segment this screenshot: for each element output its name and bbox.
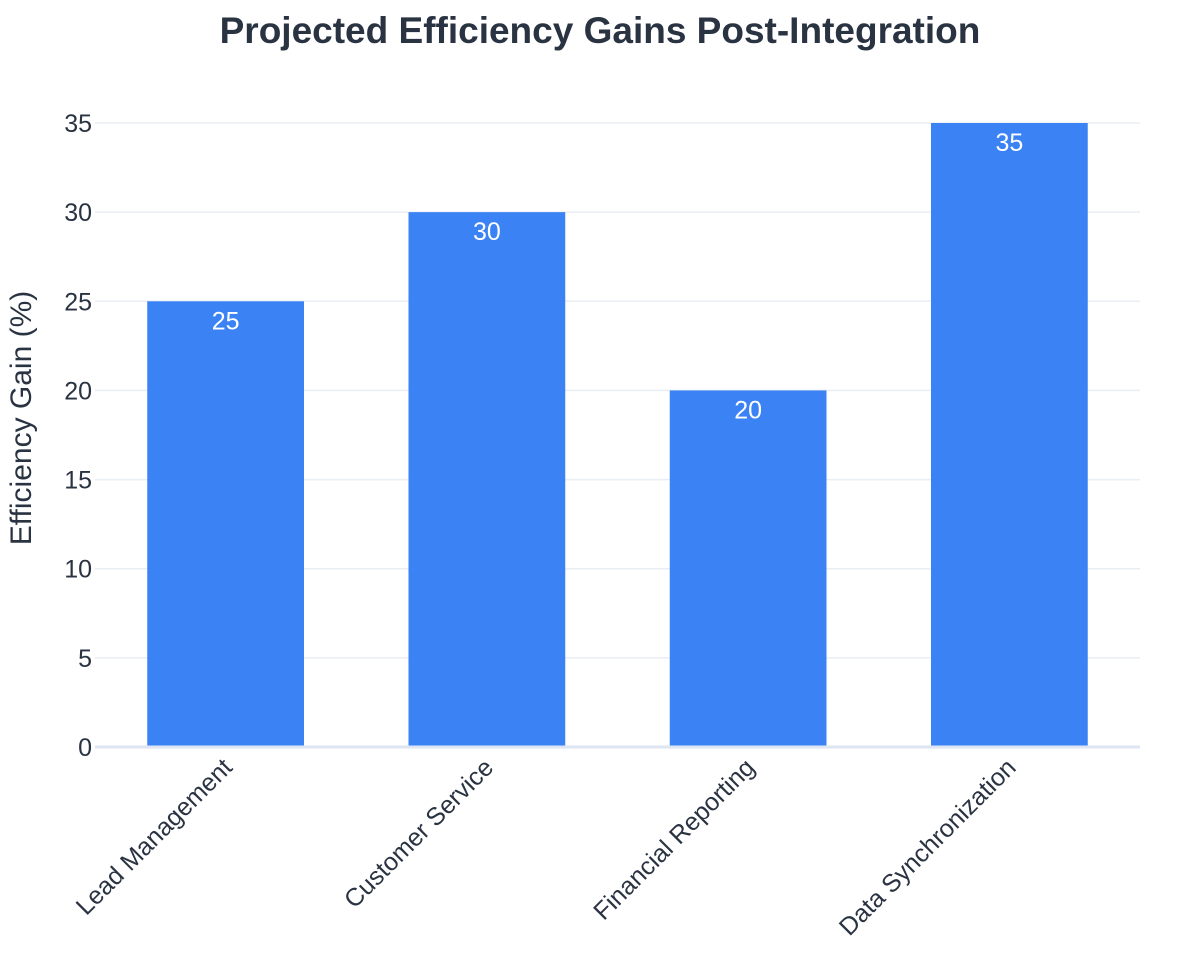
y-tick-label: 30 [64,199,92,227]
bar [147,301,304,747]
y-tick-label: 25 [64,288,92,316]
data-label: 30 [473,218,501,246]
y-tick-label: 35 [64,110,92,138]
y-tick-label: 15 [64,467,92,495]
bar [669,390,827,747]
data-label: 20 [734,396,762,424]
bars [147,123,1088,748]
x-tick-label: Financial Reporting [588,753,760,925]
data-label: 35 [995,129,1023,157]
x-tick-label: Lead Management [71,753,238,920]
y-axis-title: Efficiency Gain (%) [5,291,38,546]
x-tick-label: Data Synchronization [834,753,1022,941]
bar [931,123,1088,747]
data-labels: 25 30 20 35 [212,129,1024,424]
data-label: 25 [212,307,240,335]
x-tick-label: Customer Service [339,753,499,913]
y-axis-ticks: 0 5 10 15 20 25 30 35 [64,110,92,762]
y-tick-label: 0 [78,734,92,762]
chart-title: Projected Efficiency Gains Post-Integrat… [219,10,981,51]
y-tick-label: 5 [78,645,92,673]
y-tick-label: 10 [64,556,92,584]
x-axis-ticks: Lead Management Customer Service Financial… [71,753,1022,941]
bar [408,212,566,748]
y-tick-label: 20 [64,377,92,405]
